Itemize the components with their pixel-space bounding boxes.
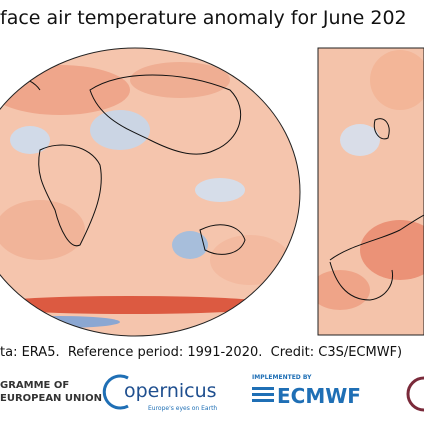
europe-frame [317,47,424,336]
global-map [0,48,300,336]
globe-outline [0,47,301,337]
title: face air temperature anomaly for June 20… [0,7,407,29]
ecmwf-mark [252,387,274,402]
eu-logo-line: EUROPEAN UNION [0,393,102,404]
partner-logo [406,376,424,412]
copernicus-name: opernicus [124,380,217,402]
ecmwf-name: ECMWF [277,384,361,408]
credit: ta: ERA5. Reference period: 1991-2020. C… [0,345,402,360]
copernicus-mark [102,374,129,410]
europe-map [318,48,424,335]
eu-logo-line: GRAMME OF [0,380,69,391]
ecmwf-caption: IMPLEMENTED BY [252,374,312,381]
copernicus-tagline: Europe's eyes on Earth [148,405,217,412]
